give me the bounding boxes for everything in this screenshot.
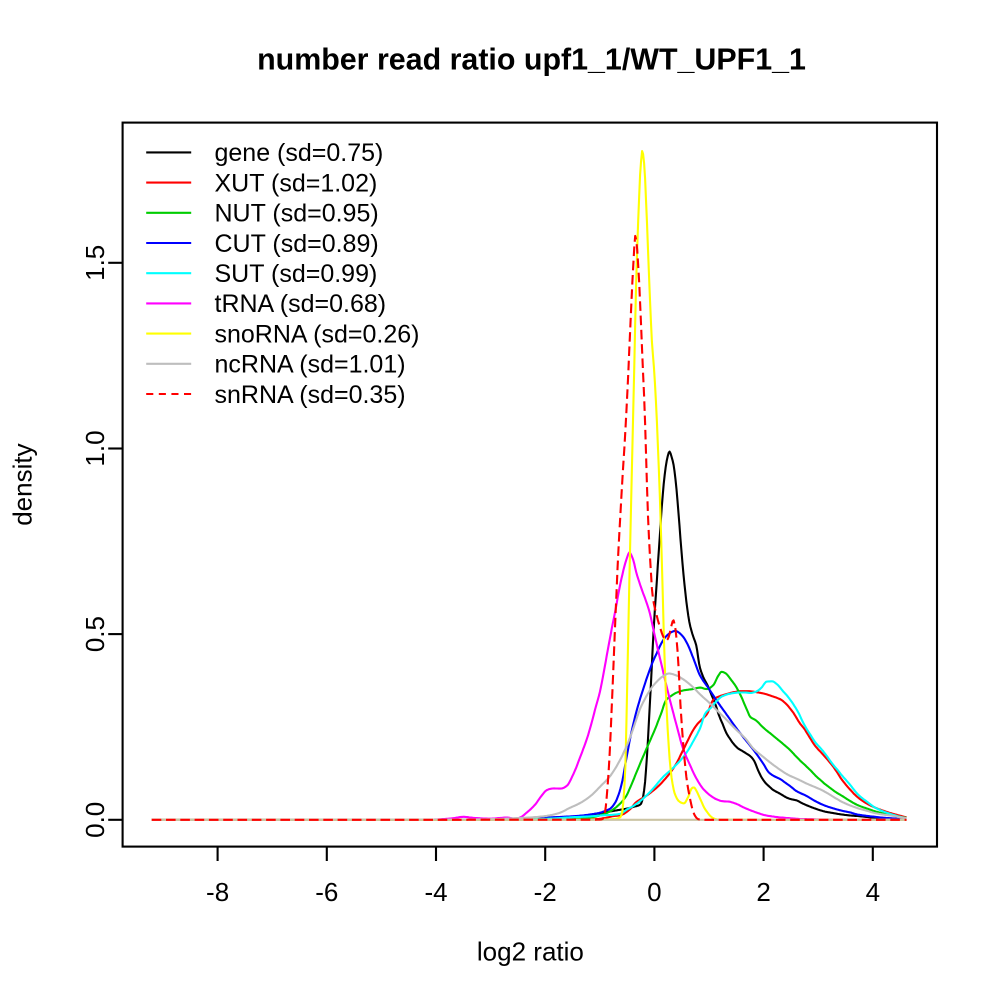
svg-text:1.0: 1.0 xyxy=(80,430,110,466)
svg-text:ncRNA (sd=1.01): ncRNA (sd=1.01) xyxy=(215,351,406,379)
svg-text:number read ratio upf1_1/WT_UP: number read ratio upf1_1/WT_UPF1_1 xyxy=(257,42,806,76)
svg-text:NUT (sd=0.95): NUT (sd=0.95) xyxy=(215,200,379,228)
svg-text:-6: -6 xyxy=(315,877,338,907)
svg-text:snoRNA (sd=0.26): snoRNA (sd=0.26) xyxy=(215,320,420,348)
svg-text:density: density xyxy=(7,443,37,525)
svg-text:tRNA (sd=0.68): tRNA (sd=0.68) xyxy=(215,290,387,318)
svg-text:gene (sd=0.75): gene (sd=0.75) xyxy=(215,139,384,167)
svg-text:log2 ratio: log2 ratio xyxy=(477,937,584,967)
svg-text:0: 0 xyxy=(647,877,661,907)
svg-text:-2: -2 xyxy=(534,877,557,907)
svg-text:0.0: 0.0 xyxy=(80,802,110,838)
svg-text:SUT (sd=0.99): SUT (sd=0.99) xyxy=(215,260,378,288)
svg-text:0.5: 0.5 xyxy=(80,616,110,652)
svg-text:2: 2 xyxy=(756,877,770,907)
svg-text:-8: -8 xyxy=(206,877,229,907)
svg-text:snRNA (sd=0.35): snRNA (sd=0.35) xyxy=(215,381,406,409)
svg-text:CUT (sd=0.89): CUT (sd=0.89) xyxy=(215,230,379,258)
svg-text:-4: -4 xyxy=(424,877,447,907)
svg-text:1.5: 1.5 xyxy=(80,245,110,281)
svg-text:4: 4 xyxy=(866,877,880,907)
svg-text:XUT (sd=1.02): XUT (sd=1.02) xyxy=(215,169,378,197)
